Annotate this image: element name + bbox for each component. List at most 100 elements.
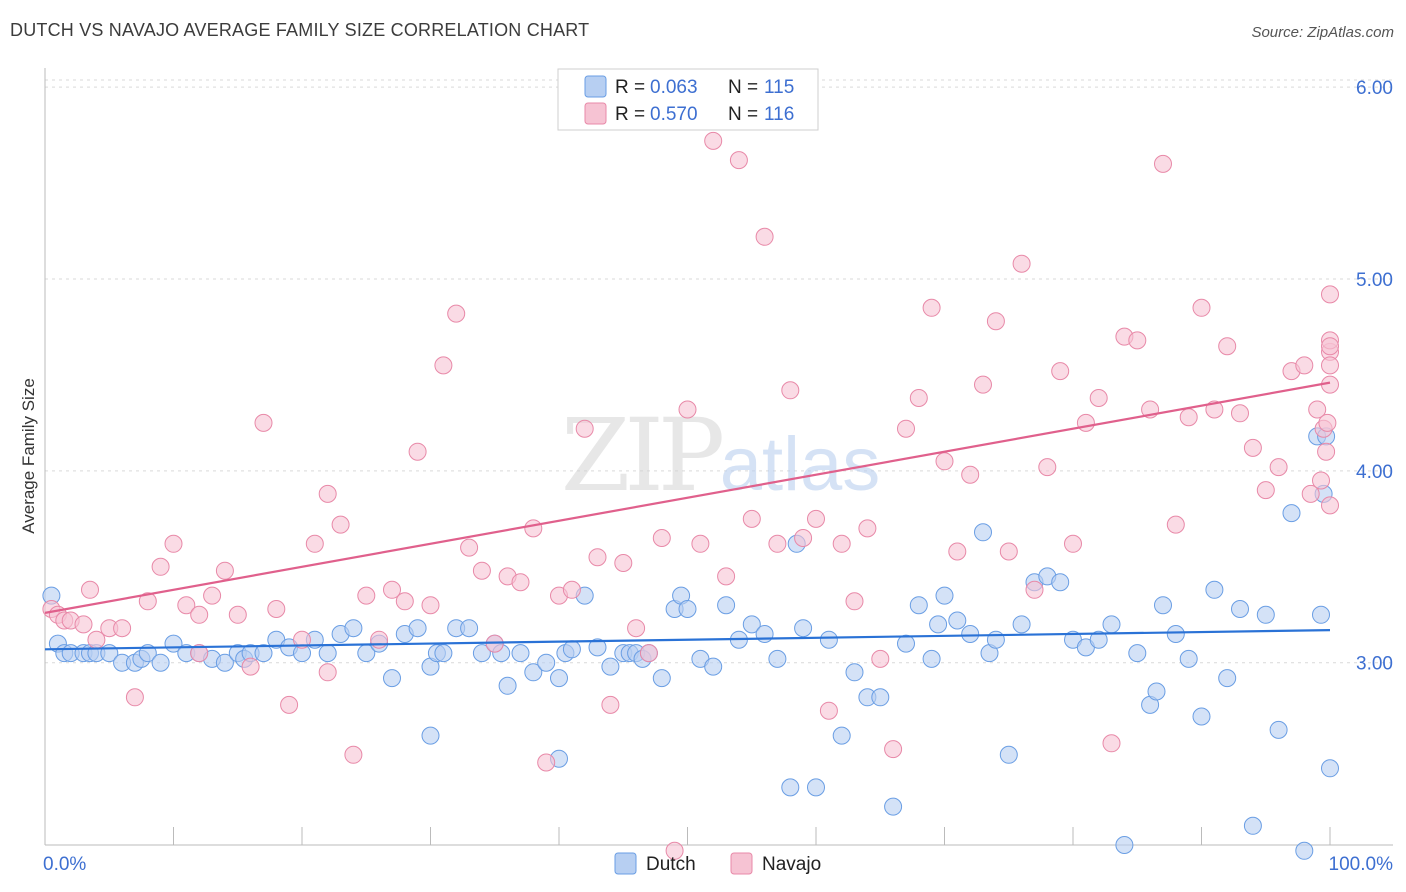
dutch-point — [845, 663, 864, 682]
dutch-point — [871, 688, 890, 707]
navajo-point — [678, 400, 697, 419]
y-tick-labels: 3.00 4.00 5.00 6.00 — [1356, 78, 1393, 675]
dutch-point — [318, 644, 337, 663]
navajo-point — [164, 534, 183, 553]
dutch-point — [1218, 669, 1237, 688]
dutch-point — [151, 653, 170, 672]
dutch-point — [1231, 600, 1249, 618]
navajo-point — [74, 615, 93, 634]
navajo-point — [781, 381, 800, 400]
dutch-point — [794, 619, 813, 638]
navajo-point — [575, 419, 594, 438]
navajo-point — [190, 605, 209, 624]
dutch-point — [1166, 625, 1185, 643]
legend-r-value-navajo: 0.570 — [650, 104, 698, 125]
navajo-point — [807, 509, 825, 528]
y-tick-label: 5.00 — [1356, 270, 1393, 291]
navajo-point — [177, 596, 196, 615]
dutch-point — [986, 630, 1005, 649]
navajo-point — [897, 419, 915, 438]
dutch-point — [768, 649, 787, 668]
navajo-point — [190, 644, 209, 663]
navajo-point — [305, 534, 324, 553]
dutch-point — [254, 644, 273, 663]
dutch-point — [704, 657, 723, 676]
dutch-point — [562, 640, 581, 659]
navajo-point — [524, 519, 543, 538]
legend-bottom: Dutch Navajo — [614, 852, 821, 875]
navajo-point — [1192, 298, 1211, 317]
navajo-point — [1308, 400, 1327, 419]
navajo-point — [1012, 254, 1031, 273]
legend-n-label-dutch: N = — [728, 77, 763, 98]
legend-swatch-navajo — [584, 102, 607, 125]
navajo-point — [1102, 734, 1121, 753]
dutch-point — [929, 615, 948, 634]
navajo-point — [113, 619, 132, 638]
legend-r-label-dutch: R = — [615, 77, 650, 98]
dutch-point — [961, 625, 980, 643]
dutch-point — [588, 638, 607, 657]
navajo-point — [1321, 356, 1339, 375]
source-note: Source: ZipAtlas.com — [1251, 24, 1394, 41]
navajo-point — [961, 465, 980, 484]
dutch-point — [1256, 605, 1275, 624]
navajo-point — [1318, 413, 1337, 432]
dutch-point — [1051, 573, 1070, 592]
series-navajo — [42, 131, 1339, 860]
navajo-point — [742, 509, 761, 528]
watermark-atlas: atlas — [720, 422, 881, 507]
dutch-point — [215, 653, 234, 672]
dutch-point — [678, 600, 697, 618]
navajo-point — [1064, 534, 1082, 553]
navajo-point — [639, 644, 658, 663]
navajo-point — [858, 519, 877, 538]
navajo-point — [395, 592, 414, 611]
dutch-point — [460, 619, 479, 638]
dutch-point — [781, 778, 800, 797]
navajo-point — [241, 657, 260, 676]
dutch-point — [1154, 596, 1172, 615]
dutch-point — [935, 586, 954, 605]
navajo-point — [614, 554, 633, 572]
dutch-point — [832, 726, 851, 745]
legend-bottom-swatch-dutch — [614, 852, 637, 875]
dutch-point — [1147, 682, 1166, 701]
navajo-point — [1256, 481, 1275, 500]
dutch-point — [884, 797, 903, 816]
navajo-point — [948, 542, 967, 561]
x-tick-label-end: 100.0% — [1329, 854, 1394, 875]
y-tick-label: 3.00 — [1356, 654, 1393, 675]
navajo-point — [1051, 362, 1070, 381]
navajo-point — [1166, 515, 1185, 534]
navajo-point — [717, 567, 736, 586]
axes — [44, 68, 1393, 846]
legend-n-value-navajo: 116 — [764, 104, 794, 125]
navajo-point — [1269, 458, 1288, 477]
navajo-point — [884, 740, 903, 759]
navajo-point — [999, 542, 1018, 561]
dutch-point — [755, 625, 774, 643]
navajo-point — [1312, 471, 1330, 490]
dutch-point — [652, 669, 671, 688]
navajo-point — [460, 538, 479, 557]
navajo-point — [871, 649, 890, 668]
dutch-point — [550, 669, 568, 688]
legend-r-value-dutch: 0.063 — [650, 77, 698, 98]
dutch-point — [1205, 580, 1224, 599]
navajo-point — [1218, 337, 1237, 356]
navajo-point — [318, 663, 337, 682]
dutch-point — [1192, 707, 1211, 726]
y-tick-label: 6.00 — [1356, 78, 1393, 99]
navajo-point — [1321, 337, 1339, 356]
navajo-point — [434, 356, 453, 375]
dutch-point — [1179, 649, 1198, 668]
dutch-point — [717, 596, 736, 615]
dutch-point — [922, 649, 941, 668]
navajo-point — [254, 413, 273, 432]
navajo-point — [151, 557, 170, 576]
navajo-point — [228, 605, 247, 624]
legend-r-label-navajo: R = — [615, 104, 650, 125]
dutch-point — [1243, 816, 1262, 835]
